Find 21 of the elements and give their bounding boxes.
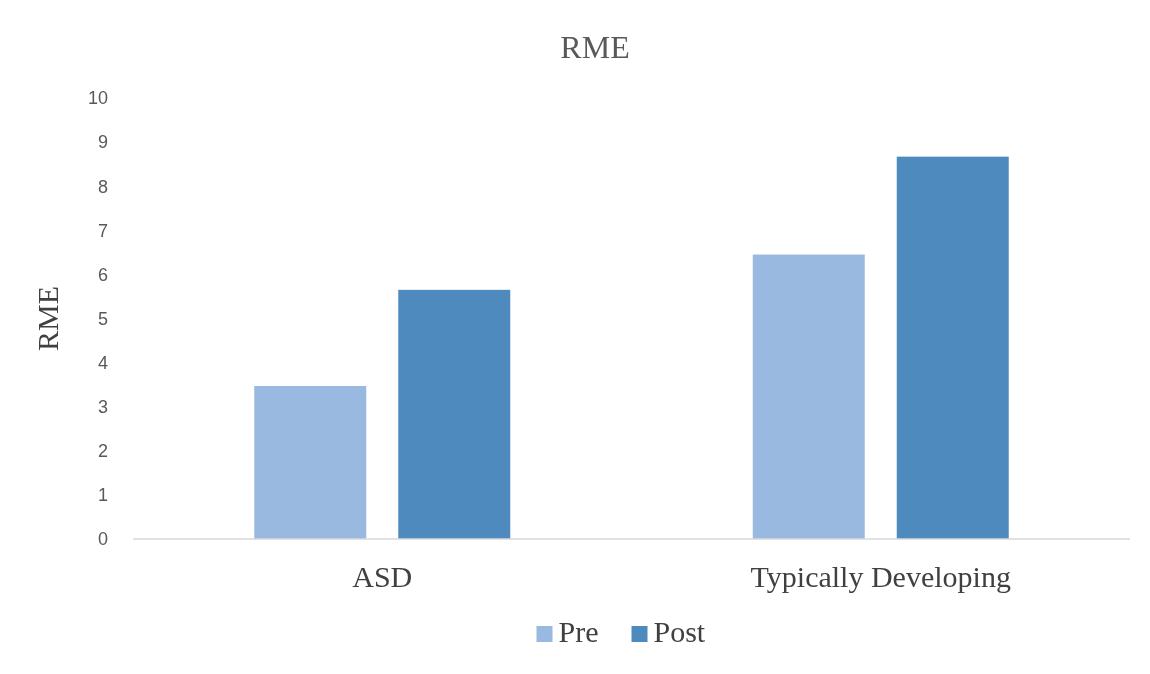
legend-label: Pre [558, 615, 599, 648]
y-tick-label: 3 [97, 397, 108, 417]
y-tick-label: 1 [97, 485, 108, 506]
bar [398, 289, 511, 539]
y-tick-label: 2 [97, 441, 108, 462]
y-tick-label: 9 [97, 132, 108, 153]
y-tick-label: 8 [97, 176, 108, 197]
legend-label: Post [653, 615, 706, 648]
y-tick-label: 4 [97, 352, 108, 373]
y-axis-title: RME [31, 285, 64, 352]
chart-title: RME [560, 29, 630, 65]
y-tick-label: 7 [97, 220, 108, 241]
y-tick-label: 5 [97, 308, 108, 329]
x-tick-label: Typically Developing [750, 560, 1011, 593]
x-tick-label: ASD [352, 560, 413, 593]
y-tick-label: 6 [97, 264, 108, 285]
bar [896, 156, 1009, 539]
y-tick-label: 0 [97, 529, 108, 550]
y-tick-label: 10 [87, 88, 108, 109]
bar [752, 254, 865, 539]
bar [254, 385, 367, 539]
